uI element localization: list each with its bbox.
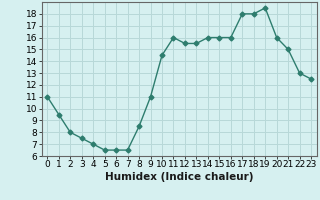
X-axis label: Humidex (Indice chaleur): Humidex (Indice chaleur) — [105, 172, 253, 182]
